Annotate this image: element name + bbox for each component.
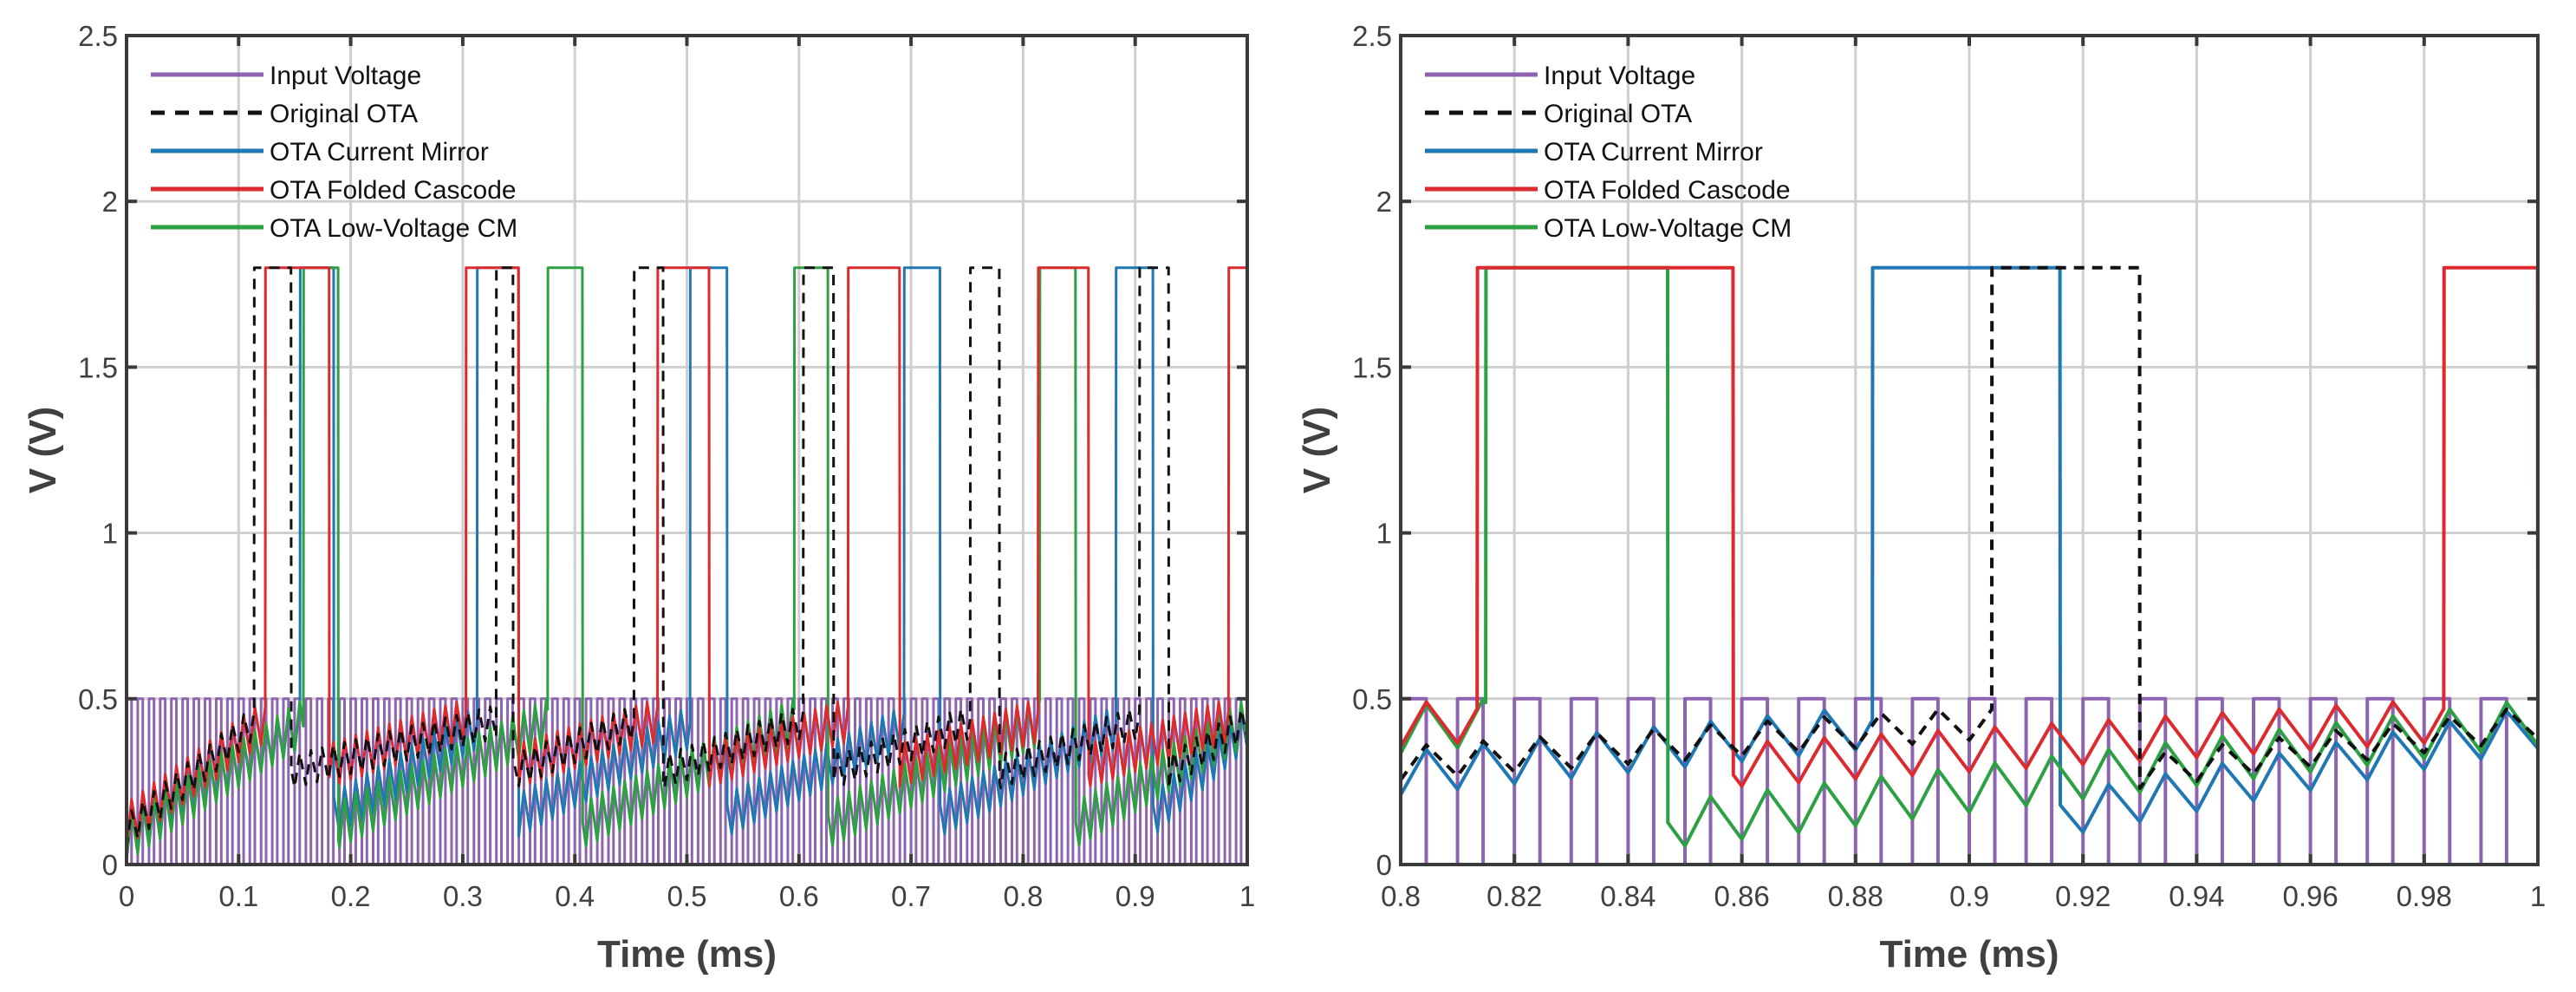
y-tick-label: 1 <box>1376 518 1392 550</box>
y-axis-label: V (V) <box>22 407 64 493</box>
y-tick-label: 2 <box>1376 186 1392 218</box>
legend-label: OTA Low-Voltage CM <box>1544 214 1792 243</box>
y-tick-label: 2 <box>102 186 118 218</box>
x-tick-label: 0.7 <box>891 880 931 912</box>
y-tick-label: 0.5 <box>78 683 118 715</box>
x-tick-label: 0.96 <box>2282 880 2338 912</box>
x-tick-label: 0.1 <box>218 880 258 912</box>
y-tick-label: 0.5 <box>1352 683 1392 715</box>
series-line-ota-folded-cascode <box>1401 265 2538 788</box>
y-tick-label: 1.5 <box>78 351 118 383</box>
right-plot-zoomed: 0.8 0.82 0.84 0.86 0.88 0.9 0.92 0.94 0.96 0.98 1 0… <box>1296 20 2546 976</box>
legend-label: Input Voltage <box>270 62 421 90</box>
legend-label: OTA Current Mirror <box>270 138 489 166</box>
x-tick-label: 0.84 <box>1600 880 1656 912</box>
x-tick-label: 0.94 <box>2169 880 2224 912</box>
y-tick-label: 0 <box>102 849 118 881</box>
x-tick-label: 0 <box>119 880 134 912</box>
x-tick-label: 0.8 <box>1381 880 1421 912</box>
legend: Input Voltage Original OTA OTA Current Mir… <box>151 62 517 243</box>
left-plot-full-range: 0 0.1 0.2 0.3 0.4 0.5 0.6 0.7 0.8 0.9 1 0 0.5 1 1.5 2 2.… <box>22 20 1255 976</box>
x-axis-label: Time (ms) <box>597 933 777 976</box>
x-tick-label: 0.9 <box>1949 880 1989 912</box>
x-tick-label: 0.92 <box>2055 880 2111 912</box>
legend-label: OTA Current Mirror <box>1544 138 1763 166</box>
x-tick-label: 0.82 <box>1486 880 1542 912</box>
series-line-input-voltage <box>1401 696 2538 865</box>
x-tick-label: 0.8 <box>1003 880 1043 912</box>
x-tick-label: 1 <box>1239 880 1255 912</box>
legend-label: OTA Folded Cascode <box>1544 176 1791 205</box>
y-axis-label: V (V) <box>1296 407 1338 493</box>
series-group <box>127 266 1247 865</box>
series-line-ota-folded-cascode <box>127 266 1247 847</box>
x-tick-label: 0.88 <box>1828 880 1883 912</box>
series-group <box>1401 265 2538 865</box>
series-line-input-voltage <box>127 697 1247 865</box>
legend-label: Input Voltage <box>1544 62 1695 90</box>
y-tick-label: 2.5 <box>1352 20 1392 52</box>
legend-label: OTA Low-Voltage CM <box>270 214 517 243</box>
y-tick-label: 1.5 <box>1352 351 1392 383</box>
legend-label: Original OTA <box>270 100 418 128</box>
x-tick-label: 0.4 <box>555 880 595 912</box>
x-tick-label: 0.86 <box>1714 880 1769 912</box>
x-tick-label: 0.9 <box>1116 880 1155 912</box>
x-axis-label: Time (ms) <box>1879 933 2059 976</box>
legend: Input Voltage Original OTA OTA Current Mir… <box>1425 62 1792 243</box>
x-tick-label: 0.6 <box>779 880 819 912</box>
legend-label: OTA Folded Cascode <box>270 176 517 205</box>
series-line-original-ota <box>127 266 1247 849</box>
y-tick-label: 0 <box>1376 849 1392 881</box>
x-tick-label: 1 <box>2530 880 2546 912</box>
y-tick-label: 2.5 <box>78 20 118 52</box>
x-tick-label: 0.3 <box>443 880 483 912</box>
x-tick-label: 0.98 <box>2397 880 2452 912</box>
x-tick-label: 0.2 <box>331 880 371 912</box>
y-tick-label: 1 <box>102 518 118 550</box>
series-line-original-ota <box>1401 265 2538 790</box>
x-tick-label: 0.5 <box>667 880 707 912</box>
legend-label: Original OTA <box>1544 100 1692 128</box>
